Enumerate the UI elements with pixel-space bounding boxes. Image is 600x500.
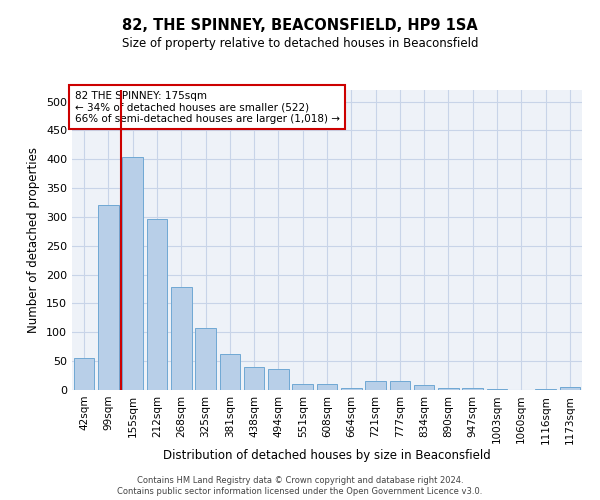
X-axis label: Distribution of detached houses by size in Beaconsfield: Distribution of detached houses by size … xyxy=(163,449,491,462)
Bar xyxy=(463,388,483,390)
Bar xyxy=(317,384,337,390)
Bar xyxy=(438,388,459,390)
Bar xyxy=(74,358,94,390)
Bar xyxy=(268,369,289,390)
Text: Contains HM Land Registry data © Crown copyright and database right 2024.: Contains HM Land Registry data © Crown c… xyxy=(137,476,463,485)
Y-axis label: Number of detached properties: Number of detached properties xyxy=(28,147,40,333)
Bar xyxy=(560,387,580,390)
Text: Size of property relative to detached houses in Beaconsfield: Size of property relative to detached ho… xyxy=(122,38,478,51)
Bar xyxy=(98,206,119,390)
Bar xyxy=(365,382,386,390)
Bar xyxy=(414,385,434,390)
Bar xyxy=(389,382,410,390)
Bar xyxy=(292,384,313,390)
Text: 82 THE SPINNEY: 175sqm
← 34% of detached houses are smaller (522)
66% of semi-de: 82 THE SPINNEY: 175sqm ← 34% of detached… xyxy=(74,90,340,124)
Bar xyxy=(341,388,362,390)
Bar xyxy=(171,288,191,390)
Text: Contains public sector information licensed under the Open Government Licence v3: Contains public sector information licen… xyxy=(118,488,482,496)
Text: 82, THE SPINNEY, BEACONSFIELD, HP9 1SA: 82, THE SPINNEY, BEACONSFIELD, HP9 1SA xyxy=(122,18,478,32)
Bar xyxy=(535,389,556,390)
Bar xyxy=(122,158,143,390)
Bar xyxy=(146,218,167,390)
Bar xyxy=(244,367,265,390)
Bar xyxy=(195,328,216,390)
Bar xyxy=(220,354,240,390)
